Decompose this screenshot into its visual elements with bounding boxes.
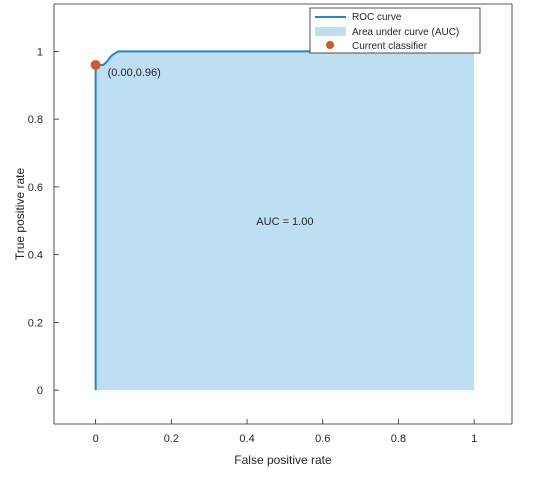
legend-label-roc-curve: ROC curve bbox=[352, 12, 402, 23]
axes bbox=[53, 3, 513, 425]
x-axis-label: False positive rate bbox=[234, 453, 332, 467]
y-tick-label: 0 bbox=[37, 385, 43, 397]
x-tick-label: 0.4 bbox=[239, 433, 254, 445]
tick-labels: 0 0.2 0.4 0.6 0.8 1 0 0.2 0.4 0.6 0.8 1 bbox=[28, 46, 478, 445]
point-coordinate-label: (0.00,0.96) bbox=[108, 67, 161, 79]
y-tick-label: 0.8 bbox=[28, 114, 43, 126]
annotations: (0.00,0.96) AUC = 1.00 bbox=[108, 67, 314, 228]
legend-swatch-auc bbox=[315, 27, 346, 36]
legend: ROC curve Area under curve (AUC) Current… bbox=[309, 7, 481, 54]
auc-area bbox=[95, 51, 475, 391]
legend-label-current-classifier: Current classifier bbox=[352, 41, 428, 52]
auc-value-label: AUC = 1.00 bbox=[256, 216, 313, 228]
x-tick-label: 0.6 bbox=[315, 433, 330, 445]
y-tick-label: 0.6 bbox=[28, 182, 43, 194]
y-tick-label: 1 bbox=[37, 46, 43, 58]
y-axis-label: True positive rate bbox=[13, 168, 27, 261]
x-tick-label: 0.2 bbox=[164, 433, 179, 445]
x-tick-label: 0.8 bbox=[391, 433, 406, 445]
y-tick-label: 0.2 bbox=[28, 317, 43, 329]
x-tick-label: 0 bbox=[93, 433, 99, 445]
legend-swatch-current-classifier bbox=[326, 41, 334, 49]
auc-area-layer bbox=[95, 51, 475, 391]
current-classifier-point bbox=[90, 59, 101, 70]
current-classifier-layer bbox=[90, 59, 101, 70]
x-tick-label: 1 bbox=[471, 433, 477, 445]
legend-label-auc: Area under curve (AUC) bbox=[352, 27, 459, 38]
y-tick-label: 0.4 bbox=[28, 250, 43, 262]
